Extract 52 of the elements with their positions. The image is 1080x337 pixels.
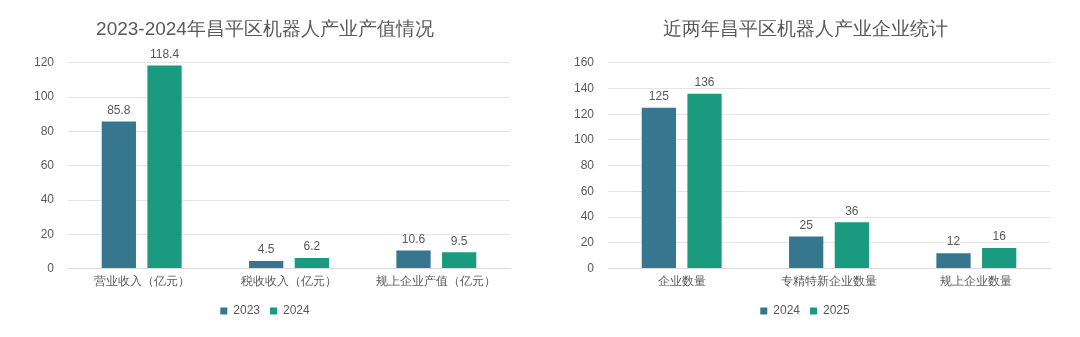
y-tick-label: 20 (40, 226, 55, 241)
bar (147, 65, 182, 269)
y-tick-label: 0 (587, 260, 595, 275)
data-label: 125 (648, 89, 670, 104)
data-label: 10.6 (401, 231, 426, 246)
legend-label: 2024 (773, 303, 801, 318)
data-label: 85.8 (107, 102, 131, 117)
x-tick-label: 营业收入（亿元） (93, 274, 190, 289)
legend-label: 2023 (233, 303, 261, 318)
x-tick-label: 规上企业数量 (940, 274, 1013, 289)
y-tick-label: 20 (580, 235, 595, 250)
y-tick-label: 160 (573, 55, 595, 70)
y-tick-label: 80 (40, 123, 55, 138)
bar (442, 252, 477, 269)
y-tick-label: 100 (573, 132, 595, 147)
data-label: 16 (992, 229, 1007, 244)
y-tick-label: 80 (580, 158, 595, 173)
data-label: 6.2 (303, 239, 321, 254)
bar (249, 260, 284, 269)
y-tick-label: 40 (40, 192, 55, 207)
x-tick-label: 专精特新企业数量 (781, 274, 878, 289)
y-tick-label: 120 (573, 106, 595, 121)
data-label: 36 (845, 203, 859, 218)
y-tick-label: 120 (33, 55, 55, 70)
data-label: 12 (946, 234, 961, 249)
legend-label: 2025 (823, 303, 851, 318)
bar (294, 257, 329, 269)
x-tick-label: 税收收入（亿元） (241, 274, 338, 289)
bar (936, 253, 971, 269)
bar (982, 248, 1017, 269)
bar (101, 121, 136, 269)
y-tick-label: 60 (40, 158, 55, 173)
bar (834, 222, 869, 269)
y-tick-label: 100 (33, 89, 55, 104)
y-tick-label: 40 (580, 209, 595, 224)
chart-title: 2023-2024年昌平区机器人产业产值情况 (96, 17, 434, 39)
data-label: 4.5 (257, 242, 275, 257)
data-label: 136 (694, 74, 715, 89)
y-tick-label: 140 (573, 80, 595, 95)
y-tick-label: 0 (47, 260, 55, 275)
bar (396, 250, 431, 269)
bar (687, 93, 722, 269)
bar (789, 236, 824, 269)
data-label: 118.4 (149, 46, 180, 61)
chart-title: 近两年昌平区机器人产业企业统计 (662, 17, 948, 39)
legend-label: 2024 (283, 303, 311, 318)
x-tick-label: 规上企业产值（亿元） (376, 274, 497, 289)
x-tick-label: 企业数量 (657, 274, 706, 289)
bar (641, 107, 676, 269)
data-label: 9.5 (450, 233, 468, 248)
y-tick-label: 60 (580, 183, 595, 198)
data-label: 25 (799, 217, 814, 232)
